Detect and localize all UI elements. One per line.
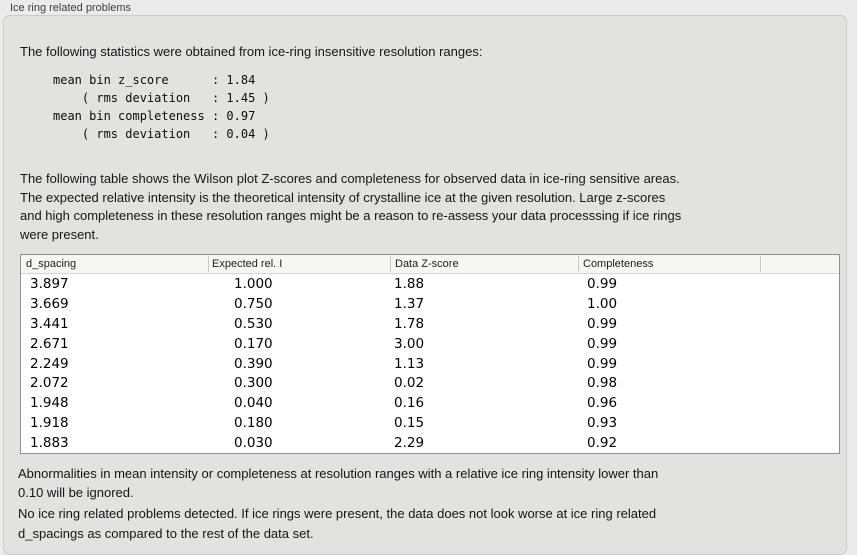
cell-data-z-score: 1.78 — [394, 315, 425, 332]
cell-d-spacing: 2.249 — [30, 355, 69, 372]
column-resize-handle[interactable] — [208, 256, 209, 272]
table-body: 3.897 1.000 1.88 0.99 3.669 0.750 1.37 1… — [21, 274, 839, 453]
panel-title: Ice ring related problems — [10, 2, 132, 14]
cell-expected-rel-i: 0.030 — [234, 435, 273, 452]
cell-expected-rel-i: 0.040 — [234, 395, 273, 412]
cell-expected-rel-i: 0.750 — [234, 295, 273, 312]
column-header-data-z-score[interactable]: Data Z-score — [395, 258, 459, 270]
table-row[interactable]: 2.072 0.300 0.02 0.98 — [21, 373, 839, 393]
cell-completeness: 0.99 — [587, 315, 618, 332]
cell-completeness: 0.92 — [587, 435, 618, 452]
stats-block: mean bin z_score : 1.84 ( rms deviation … — [53, 73, 270, 141]
cell-data-z-score: 1.88 — [394, 275, 425, 292]
cell-data-z-score: 1.37 — [394, 295, 425, 312]
cell-expected-rel-i: 1.000 — [234, 275, 273, 292]
cell-d-spacing: 2.072 — [30, 375, 69, 392]
column-resize-handle[interactable] — [578, 256, 579, 272]
cell-d-spacing: 1.918 — [30, 415, 69, 432]
column-header-expected-rel-i[interactable]: Expected rel. I — [212, 258, 283, 270]
cell-completeness: 0.99 — [587, 335, 618, 352]
table-row[interactable]: 2.249 0.390 1.13 0.99 — [21, 354, 839, 374]
table-row[interactable]: 3.669 0.750 1.37 1.00 — [21, 294, 839, 314]
cell-completeness: 0.98 — [587, 375, 618, 392]
cell-completeness: 0.93 — [587, 415, 618, 432]
table-row[interactable]: 2.671 0.170 3.00 0.99 — [21, 334, 839, 354]
conclusion-text: No ice ring related problems detected. I… — [18, 506, 657, 541]
cell-d-spacing: 1.948 — [30, 395, 69, 412]
table-row[interactable]: 1.883 0.030 2.29 0.92 — [21, 433, 839, 453]
intro-text: The following statistics were obtained f… — [20, 44, 483, 59]
cell-d-spacing: 1.883 — [30, 435, 69, 452]
cell-data-z-score: 3.00 — [394, 335, 425, 352]
cell-completeness: 0.99 — [587, 275, 618, 292]
cell-expected-rel-i: 0.300 — [234, 375, 273, 392]
cell-completeness: 0.96 — [587, 395, 618, 412]
cell-d-spacing: 3.441 — [30, 315, 69, 332]
ice-ring-groupbox: The following statistics were obtained f… — [3, 15, 847, 555]
column-resize-handle[interactable] — [760, 256, 761, 272]
ice-ring-table[interactable]: d_spacing Expected rel. I Data Z-score C… — [20, 254, 840, 454]
cell-expected-rel-i: 0.170 — [234, 335, 273, 352]
table-description: The following table shows the Wilson plo… — [20, 171, 682, 242]
cell-data-z-score: 0.15 — [394, 415, 425, 432]
table-row[interactable]: 1.918 0.180 0.15 0.93 — [21, 413, 839, 433]
ignore-note: Abnormalities in mean intensity or compl… — [18, 466, 659, 500]
cell-d-spacing: 3.669 — [30, 295, 69, 312]
cell-completeness: 0.99 — [587, 355, 618, 372]
cell-data-z-score: 2.29 — [394, 435, 425, 452]
cell-data-z-score: 1.13 — [394, 355, 425, 372]
table-header: d_spacing Expected rel. I Data Z-score C… — [21, 255, 839, 274]
cell-d-spacing: 3.897 — [30, 275, 69, 292]
table-row[interactable]: 3.897 1.000 1.88 0.99 — [21, 274, 839, 294]
column-header-completeness[interactable]: Completeness — [583, 258, 654, 270]
table-row[interactable]: 3.441 0.530 1.78 0.99 — [21, 314, 839, 334]
cell-data-z-score: 0.16 — [394, 395, 425, 412]
cell-completeness: 1.00 — [587, 295, 618, 312]
column-resize-handle[interactable] — [390, 256, 391, 272]
cell-data-z-score: 0.02 — [394, 375, 425, 392]
table-row[interactable]: 1.948 0.040 0.16 0.96 — [21, 393, 839, 413]
cell-expected-rel-i: 0.390 — [234, 355, 273, 372]
cell-expected-rel-i: 0.530 — [234, 315, 273, 332]
cell-expected-rel-i: 0.180 — [234, 415, 273, 432]
cell-d-spacing: 2.671 — [30, 335, 69, 352]
column-header-d-spacing[interactable]: d_spacing — [26, 258, 77, 270]
